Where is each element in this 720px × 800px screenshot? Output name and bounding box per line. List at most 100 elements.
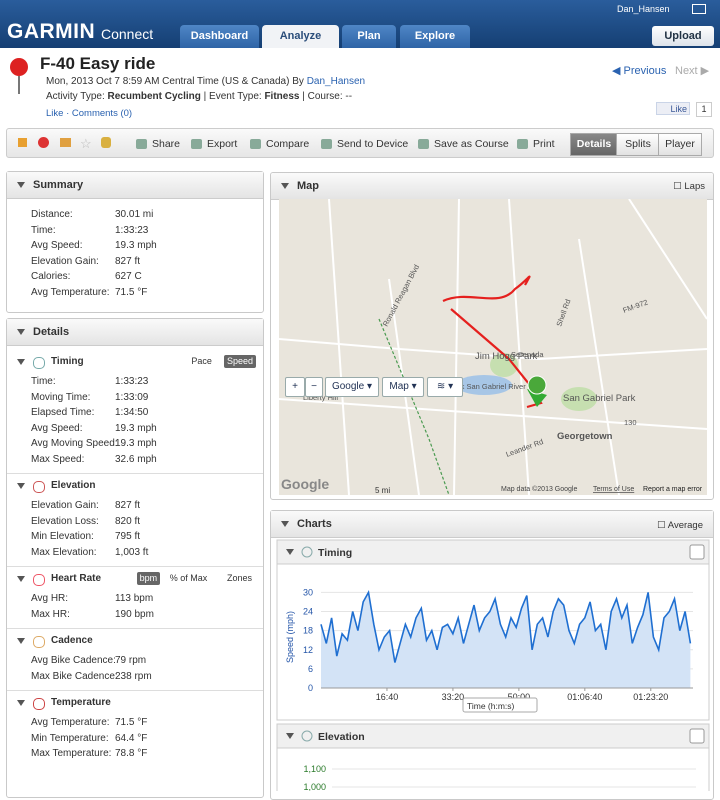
chart-header xyxy=(276,539,710,565)
delete-icon[interactable] xyxy=(38,137,49,148)
user-menu[interactable]: Dan_Hansen xyxy=(617,4,670,14)
provider[interactable]: Google xyxy=(331,381,365,392)
label: Max Bike Cadence: xyxy=(31,670,118,682)
zoom-in[interactable]: + xyxy=(285,377,305,397)
x-axis-label: Time (h:m:s) xyxy=(467,701,515,711)
author-link[interactable]: Dan_Hansen xyxy=(306,76,366,87)
action-button[interactable]: Send to Device xyxy=(337,138,409,150)
value: 1,003 ft xyxy=(115,546,149,558)
value: 190 bpm xyxy=(115,608,154,620)
section-icon xyxy=(33,698,45,710)
section-title: Temperature xyxy=(51,697,111,708)
x-unit-select xyxy=(462,697,538,713)
average[interactable]: Average xyxy=(667,520,703,531)
y-tick-label: 0 xyxy=(308,683,313,693)
lock-icon[interactable] xyxy=(60,138,71,147)
label: Min Elevation: xyxy=(31,531,94,542)
maptype[interactable]: Map xyxy=(389,381,409,392)
nav-tab[interactable]: Plan xyxy=(342,25,396,48)
action-icon[interactable] xyxy=(136,139,147,149)
nav-tab[interactable]: Analyze xyxy=(262,25,339,48)
section-header: Timing Speed Pace xyxy=(7,350,263,374)
laps-toggle[interactable]: ☐ Laps xyxy=(673,181,705,192)
edit-icon[interactable] xyxy=(18,138,27,147)
action-icon[interactable] xyxy=(418,139,429,149)
detail-row: Avg Bike Cadence: 79 rpm xyxy=(7,653,263,669)
x-tick-label: 33:20 xyxy=(442,692,465,702)
action-icon[interactable] xyxy=(517,139,528,149)
value: 71.5 °F xyxy=(115,717,148,728)
value: 64.4 °F xyxy=(115,732,148,744)
expand-button xyxy=(689,728,705,744)
previous[interactable]: Previous xyxy=(623,65,667,77)
next-link[interactable]: Next ▶ xyxy=(675,65,710,77)
previous-link[interactable]: ◀ Previous xyxy=(612,65,667,77)
x-tick-label: 50:00 xyxy=(508,692,531,702)
logo[interactable]: GARMIN xyxy=(7,20,96,43)
value: 79 rpm xyxy=(115,655,147,666)
value: 820 ft xyxy=(115,515,141,527)
action-button[interactable]: Compare xyxy=(266,138,310,150)
nav-tab[interactable]: Explore xyxy=(400,25,470,48)
view-tab[interactable]: Splits xyxy=(616,133,660,156)
like-link[interactable]: Like xyxy=(46,108,64,119)
value: 30.01 mi xyxy=(115,209,154,220)
x-tick-label: 16:40 xyxy=(376,692,399,702)
lake xyxy=(456,375,512,395)
action-icon[interactable] xyxy=(250,139,261,149)
label: Avg Speed: xyxy=(31,240,83,251)
detail-section: Cadence Avg Bike Cadence: 79 rpm Max Bike C… xyxy=(7,628,263,690)
zoom-out[interactable]: − xyxy=(305,377,323,397)
value: 19.3 mph xyxy=(115,240,157,251)
nav-tab[interactable]: Dashboard xyxy=(180,25,259,48)
action-button[interactable]: Share xyxy=(152,138,181,150)
action-icon[interactable] xyxy=(191,139,202,149)
value: 113 bpm xyxy=(115,593,154,604)
section-header: Temperature xyxy=(7,691,263,715)
value: 1:34:50 xyxy=(115,407,149,418)
option[interactable]: Zones xyxy=(227,573,253,583)
section-icon xyxy=(33,636,45,648)
average-toggle[interactable]: ☐ Average xyxy=(657,520,703,531)
action-button[interactable]: Save as Course xyxy=(434,138,509,150)
favorite-icon[interactable]: ☆ xyxy=(80,136,92,151)
fb-count: 1 xyxy=(696,102,712,117)
label: Avg Speed: xyxy=(31,422,83,434)
provider-select[interactable]: Google ▾ xyxy=(325,377,379,397)
chart-title: Elevation xyxy=(318,731,365,743)
laps[interactable]: Laps xyxy=(684,181,705,192)
option[interactable]: Speed xyxy=(224,355,257,368)
next[interactable]: Next xyxy=(675,65,698,77)
action-button[interactable]: Print xyxy=(533,138,555,150)
detail-row: Min Temperature: 64.4 °F xyxy=(7,731,263,747)
detail-section: Temperature Avg Temperature: 71.5 °F Min Te… xyxy=(7,690,263,768)
value: 19.3 mph xyxy=(115,438,157,449)
section-title: Heart Rate xyxy=(51,573,102,584)
option[interactable]: Pace xyxy=(191,356,212,366)
detail-row: Max HR: 190 bpm xyxy=(7,607,263,623)
maptype-select[interactable]: Map ▾ xyxy=(382,377,424,397)
value: 238 rpm xyxy=(115,670,152,682)
people-icon[interactable] xyxy=(101,137,111,148)
detail-row: Elevation Loss: 820 ft xyxy=(7,514,263,530)
comments-link[interactable]: Comments (0) xyxy=(71,108,133,119)
fb-like[interactable]: Like xyxy=(656,102,690,115)
section-icon xyxy=(33,574,45,586)
option[interactable]: % of Max xyxy=(169,573,208,583)
mail-icon[interactable] xyxy=(692,4,706,14)
layers-select[interactable]: ≋ ▾ xyxy=(427,377,463,397)
section-title: Elevation xyxy=(51,480,96,491)
upload-button[interactable]: Upload xyxy=(652,26,714,46)
label: Max Speed: xyxy=(31,453,85,465)
view-tab[interactable]: Details xyxy=(570,133,618,156)
action-button[interactable]: Export xyxy=(207,138,238,150)
detail-row: Avg Moving Speed: 19.3 mph xyxy=(7,436,263,452)
roads xyxy=(279,199,707,495)
view-tab[interactable]: Player xyxy=(658,133,702,156)
option[interactable]: bpm xyxy=(136,572,161,585)
map-label: Jim Hogg Park xyxy=(475,351,538,362)
y-tick-label: 18 xyxy=(303,626,313,636)
speed-line xyxy=(320,590,692,663)
action-icon[interactable] xyxy=(321,139,332,149)
